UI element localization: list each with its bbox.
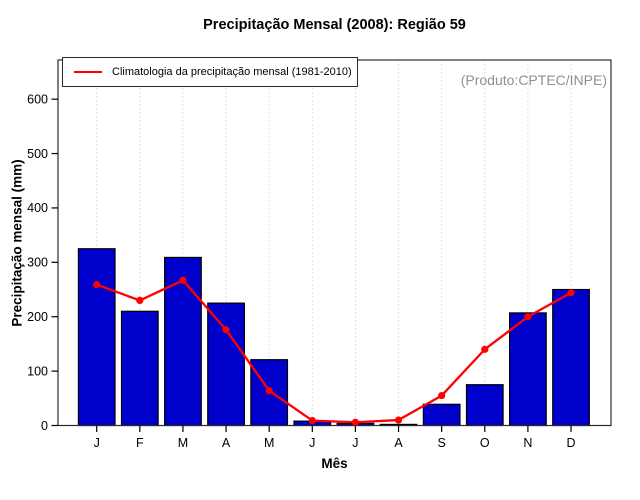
bar-october <box>465 384 504 427</box>
y-tick-label-300: 300 <box>27 256 48 270</box>
y-tick-label-400: 400 <box>27 201 48 215</box>
climatology-point-october <box>481 345 489 353</box>
climatology-point-march <box>179 276 187 284</box>
x-axis-label: Mês <box>321 456 348 471</box>
climatology-point-december <box>567 289 575 297</box>
climatology-point-february <box>136 296 144 305</box>
climatology-point-january <box>93 281 101 289</box>
x-tick-label-february: F <box>136 436 144 450</box>
climatology-point-november <box>524 313 532 321</box>
bar-april <box>207 302 245 427</box>
climatology-point-april <box>222 326 230 334</box>
bar-february <box>120 310 159 427</box>
x-tick-label-june: J <box>309 436 315 450</box>
climatology-point-august <box>394 416 403 424</box>
climatology-point-september <box>438 391 446 400</box>
x-tick-label-august: A <box>394 436 403 450</box>
x-tick-label-december: D <box>567 436 576 450</box>
legend-line-icon <box>74 71 102 73</box>
x-tick-label-october: O <box>480 436 490 450</box>
x-tick-label-september: S <box>437 436 445 450</box>
y-tick-label-0: 0 <box>41 419 48 433</box>
climatology-line <box>96 279 572 424</box>
climatology-point-july <box>351 418 360 426</box>
y-tick-label-500: 500 <box>27 147 48 161</box>
x-tick-label-april: A <box>222 436 231 450</box>
x-tick-label-january: J <box>94 436 100 450</box>
product-annotation: (Produto:CPTEC/INPE) <box>460 72 607 88</box>
x-tick-label-march: M <box>178 436 188 450</box>
bar-september <box>422 403 461 427</box>
climatology-point-june <box>308 417 316 425</box>
bar-november <box>509 312 547 427</box>
x-tick-label-november: N <box>523 436 532 450</box>
legend-label: Climatologia da precipitação mensal (198… <box>112 66 352 78</box>
y-tick-label-600: 600 <box>27 92 48 106</box>
x-tick-label-july: J <box>352 436 358 450</box>
bar-january <box>77 248 116 427</box>
bar-december <box>552 288 590 427</box>
legend: Climatologia da precipitação mensal (198… <box>62 57 358 87</box>
climatology-point-may <box>265 387 273 395</box>
chart-title: Precipitação Mensal (2008): Região 59 <box>203 17 466 33</box>
y-tick-label-100: 100 <box>27 364 48 378</box>
bar-march <box>164 256 202 427</box>
y-tick-label-200: 200 <box>27 310 48 324</box>
x-tick-label-may: M <box>264 436 274 450</box>
